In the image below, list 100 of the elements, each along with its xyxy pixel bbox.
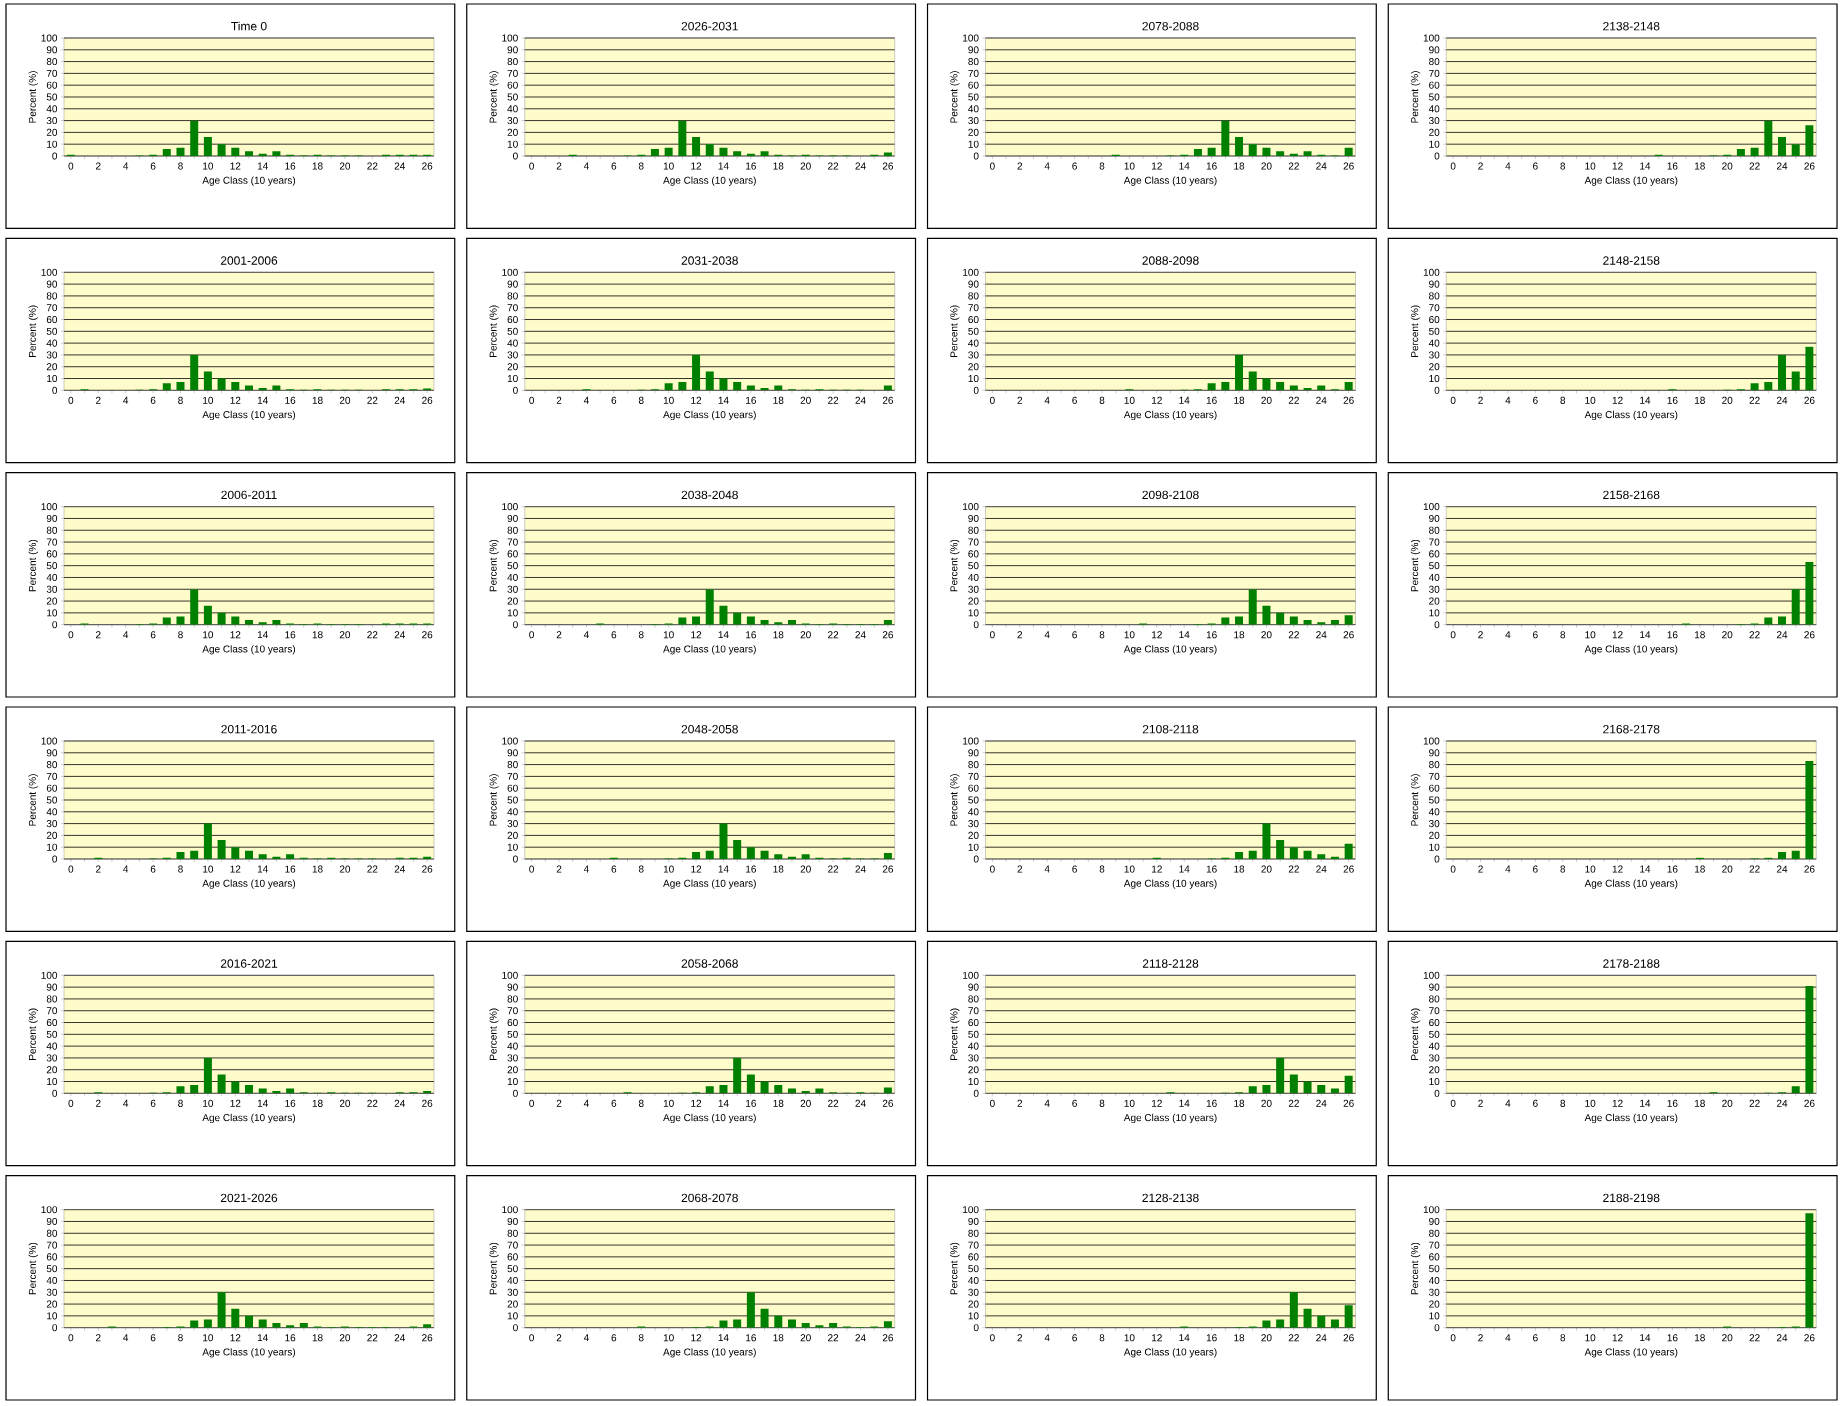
x-tick-label: 24: [394, 1099, 406, 1107]
y-tick-label: 20: [507, 128, 518, 136]
x-tick-label: 2: [95, 1099, 101, 1107]
x-tick-label: 12: [691, 162, 702, 170]
y-axis-title: Percent (%): [489, 774, 499, 826]
y-tick-label: 20: [968, 1066, 979, 1074]
y-tick-label: 0: [973, 386, 979, 394]
x-tick-label: 10: [1585, 865, 1596, 873]
x-tick-label: 24: [1776, 396, 1788, 404]
bar: [1317, 1085, 1326, 1094]
x-tick-label: 10: [203, 1099, 214, 1107]
y-tick-label: 70: [1429, 772, 1440, 780]
y-tick-label: 80: [507, 995, 518, 1003]
x-tick-label: 26: [1804, 1099, 1815, 1107]
bar: [1221, 120, 1230, 156]
bar: [1778, 616, 1787, 625]
y-tick-label: 10: [47, 140, 58, 148]
x-tick-label: 4: [1044, 1099, 1050, 1107]
bar: [746, 1292, 755, 1328]
x-tick-label: 26: [1804, 865, 1815, 873]
bar: [746, 1074, 755, 1094]
y-tick-label: 80: [968, 292, 979, 300]
y-tick-label: 40: [46, 808, 58, 816]
y-tick-label: 30: [46, 820, 58, 828]
chart-title: 2118-2128: [1142, 959, 1199, 968]
y-tick-label: 30: [968, 585, 979, 593]
x-tick-label: 24: [1776, 162, 1788, 170]
x-tick-label: 2: [95, 396, 101, 404]
x-axis-title: Age Class (10 years): [1123, 645, 1217, 655]
x-tick-label: 0: [529, 865, 535, 873]
y-tick-label: 20: [46, 128, 58, 136]
bar: [1303, 1081, 1312, 1094]
x-tick-label: 2: [1017, 1334, 1023, 1342]
x-tick-label: 14: [1640, 162, 1651, 170]
x-tick-label: 10: [663, 1099, 674, 1107]
bar: [231, 147, 240, 156]
bar: [1248, 1086, 1257, 1094]
x-tick-label: 24: [1316, 162, 1327, 170]
x-tick-label: 4: [123, 631, 129, 639]
x-tick-label: 20: [1261, 865, 1272, 873]
x-tick-label: 10: [1124, 631, 1135, 639]
bar: [1791, 589, 1800, 625]
bar: [801, 854, 810, 859]
x-tick-label: 4: [583, 396, 589, 404]
y-tick-label: 90: [968, 46, 979, 54]
y-tick-label: 10: [507, 374, 518, 383]
x-tick-label: 18: [1234, 865, 1245, 873]
chart-title: 2078-2088: [1142, 21, 1199, 31]
y-tick-label: 100: [1423, 34, 1440, 42]
y-tick-label: 100: [41, 971, 58, 979]
bar: [231, 1081, 240, 1094]
bar: [1750, 383, 1759, 391]
chart-title: 2038-2048: [681, 490, 738, 500]
bar: [1276, 1057, 1285, 1094]
x-tick-label: 14: [1179, 162, 1190, 170]
y-tick-label: 40: [968, 1042, 979, 1050]
bar: [1235, 616, 1244, 625]
y-tick-label: 0: [513, 1089, 518, 1097]
y-tick-label: 70: [507, 1241, 518, 1249]
y-tick-label: 100: [963, 268, 979, 276]
y-tick-label: 50: [507, 1265, 518, 1273]
x-tick-label: 26: [882, 631, 894, 639]
y-tick-label: 90: [1429, 514, 1440, 522]
x-tick-label: 8: [178, 162, 183, 170]
y-tick-label: 90: [507, 46, 518, 54]
x-tick-label: 6: [150, 1334, 156, 1342]
x-tick-label: 4: [123, 162, 129, 170]
y-tick-label: 20: [968, 597, 979, 605]
bar: [692, 616, 701, 625]
x-tick-label: 18: [1234, 162, 1245, 170]
x-tick-label: 6: [1072, 1334, 1077, 1342]
x-axis-title: Age Class (10 years): [202, 176, 296, 186]
bar: [1344, 1075, 1353, 1094]
x-tick-label: 2: [95, 631, 101, 639]
x-tick-label: 22: [367, 631, 378, 639]
x-tick-label: 24: [394, 865, 406, 873]
x-tick-label: 12: [691, 631, 702, 639]
bar: [1248, 371, 1257, 391]
x-tick-label: 2: [1017, 631, 1023, 639]
y-tick-label: 20: [46, 1300, 58, 1308]
bar: [883, 853, 892, 859]
x-tick-label: 10: [663, 631, 674, 639]
x-tick-label: 18: [1695, 631, 1705, 639]
x-tick-label: 10: [1585, 396, 1596, 404]
chart-title: 2048-2058: [681, 724, 738, 734]
x-tick-label: 12: [1152, 1334, 1162, 1342]
y-tick-label: 70: [1429, 1007, 1440, 1015]
y-tick-label: 20: [968, 363, 979, 371]
y-tick-label: 20: [46, 363, 58, 371]
x-tick-label: 14: [1640, 1334, 1651, 1342]
y-tick-label: 100: [1423, 737, 1440, 745]
y-tick-label: 100: [502, 737, 518, 745]
x-tick-label: 16: [285, 1334, 296, 1342]
bar: [1791, 1086, 1800, 1094]
x-tick-label: 0: [68, 865, 74, 873]
bar: [1791, 144, 1800, 156]
chart-title: 2016-2021: [220, 959, 278, 968]
y-tick-label: 90: [507, 983, 518, 991]
bar: [1317, 1315, 1326, 1328]
y-tick-label: 30: [1428, 1288, 1440, 1296]
